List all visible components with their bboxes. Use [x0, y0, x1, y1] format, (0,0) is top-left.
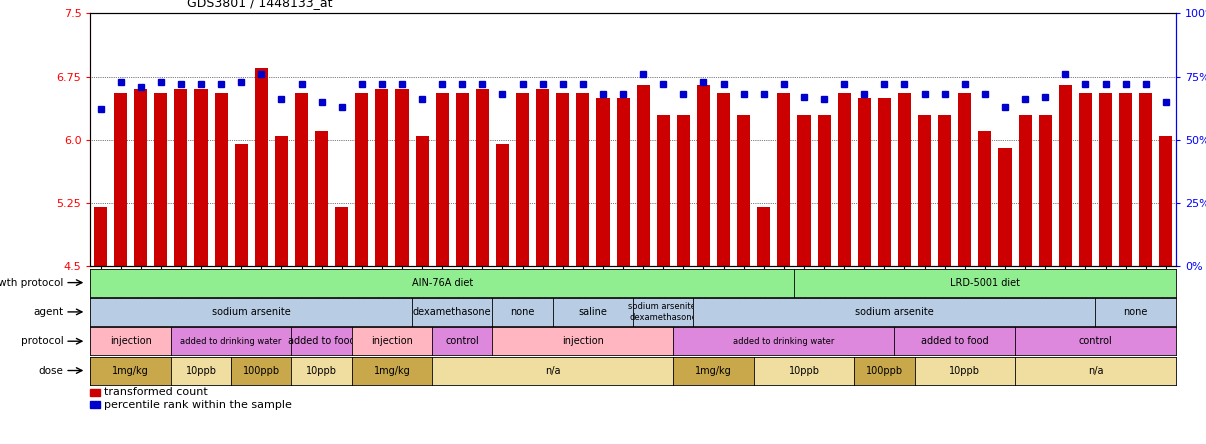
Bar — [315, 131, 328, 266]
Bar — [254, 68, 268, 266]
Bar — [516, 94, 529, 266]
Bar — [416, 136, 428, 266]
Text: dexamethasone: dexamethasone — [412, 307, 492, 317]
Bar — [496, 144, 509, 266]
Text: none: none — [510, 307, 534, 317]
Bar — [778, 94, 790, 266]
Bar — [435, 94, 449, 266]
Bar — [918, 115, 931, 266]
Text: dose: dose — [39, 365, 64, 376]
Bar — [697, 85, 710, 266]
Bar — [597, 98, 609, 266]
Bar — [1099, 94, 1112, 266]
Text: added to drinking water: added to drinking water — [733, 337, 835, 346]
Bar — [938, 115, 952, 266]
Bar — [1159, 136, 1172, 266]
Bar — [718, 94, 730, 266]
Text: control: control — [1078, 336, 1112, 346]
Text: injection: injection — [371, 336, 412, 346]
Text: n/a: n/a — [545, 365, 561, 376]
Bar — [1119, 94, 1132, 266]
Bar — [115, 94, 127, 266]
Bar — [1140, 94, 1152, 266]
Text: injection: injection — [562, 336, 604, 346]
Bar — [999, 148, 1012, 266]
Bar — [757, 207, 771, 266]
Text: control: control — [445, 336, 479, 346]
Bar — [1059, 85, 1072, 266]
Text: transformed count: transformed count — [104, 388, 207, 397]
Text: agent: agent — [34, 307, 64, 317]
Text: added to drinking water: added to drinking water — [181, 337, 282, 346]
Text: growth protocol: growth protocol — [0, 278, 64, 288]
Bar — [1019, 115, 1031, 266]
Bar — [375, 89, 388, 266]
Bar — [959, 94, 971, 266]
Text: 10ppb: 10ppb — [306, 365, 338, 376]
Bar — [616, 98, 630, 266]
Bar — [154, 94, 168, 266]
Text: sodium arsenite: sodium arsenite — [212, 307, 291, 317]
Bar — [175, 89, 187, 266]
Text: none: none — [1124, 307, 1148, 317]
Text: saline: saline — [579, 307, 608, 317]
Bar — [235, 144, 247, 266]
Bar — [396, 89, 409, 266]
Text: 100ppb: 100ppb — [866, 365, 903, 376]
Text: sodium arsenite,
dexamethasone: sodium arsenite, dexamethasone — [628, 302, 698, 321]
Text: GDS3801 / 1448133_at: GDS3801 / 1448133_at — [187, 0, 333, 9]
Bar — [657, 115, 669, 266]
Text: 10ppb: 10ppb — [789, 365, 820, 376]
Bar — [556, 94, 569, 266]
Bar — [456, 94, 469, 266]
Text: 10ppb: 10ppb — [186, 365, 217, 376]
Bar — [90, 401, 100, 408]
Text: 1mg/kg: 1mg/kg — [112, 365, 150, 376]
Bar — [637, 85, 650, 266]
Bar — [878, 98, 891, 266]
Bar — [94, 207, 107, 266]
Text: n/a: n/a — [1088, 365, 1103, 376]
Bar — [215, 94, 228, 266]
Text: 10ppb: 10ppb — [949, 365, 980, 376]
Bar — [1038, 115, 1052, 266]
Text: added to food: added to food — [288, 336, 356, 346]
Text: AIN-76A diet: AIN-76A diet — [411, 278, 473, 288]
Text: protocol: protocol — [21, 336, 64, 346]
Bar — [476, 89, 488, 266]
Bar — [537, 89, 549, 266]
Bar — [295, 94, 308, 266]
Bar — [90, 389, 100, 396]
Bar — [275, 136, 288, 266]
Bar — [857, 98, 871, 266]
Text: 1mg/kg: 1mg/kg — [695, 365, 732, 376]
Text: injection: injection — [110, 336, 152, 346]
Bar — [356, 94, 368, 266]
Text: percentile rank within the sample: percentile rank within the sample — [104, 400, 292, 410]
Bar — [134, 89, 147, 266]
Bar — [838, 94, 850, 266]
Text: added to food: added to food — [921, 336, 989, 346]
Bar — [737, 115, 750, 266]
Bar — [818, 115, 831, 266]
Bar — [677, 115, 690, 266]
Text: 100ppb: 100ppb — [242, 365, 280, 376]
Bar — [576, 94, 590, 266]
Bar — [898, 94, 911, 266]
Bar — [978, 131, 991, 266]
Text: sodium arsenite: sodium arsenite — [855, 307, 933, 317]
Bar — [797, 115, 810, 266]
Text: LRD-5001 diet: LRD-5001 diet — [950, 278, 1020, 288]
Text: 1mg/kg: 1mg/kg — [374, 365, 410, 376]
Bar — [335, 207, 349, 266]
Bar — [194, 89, 207, 266]
Bar — [1079, 94, 1091, 266]
